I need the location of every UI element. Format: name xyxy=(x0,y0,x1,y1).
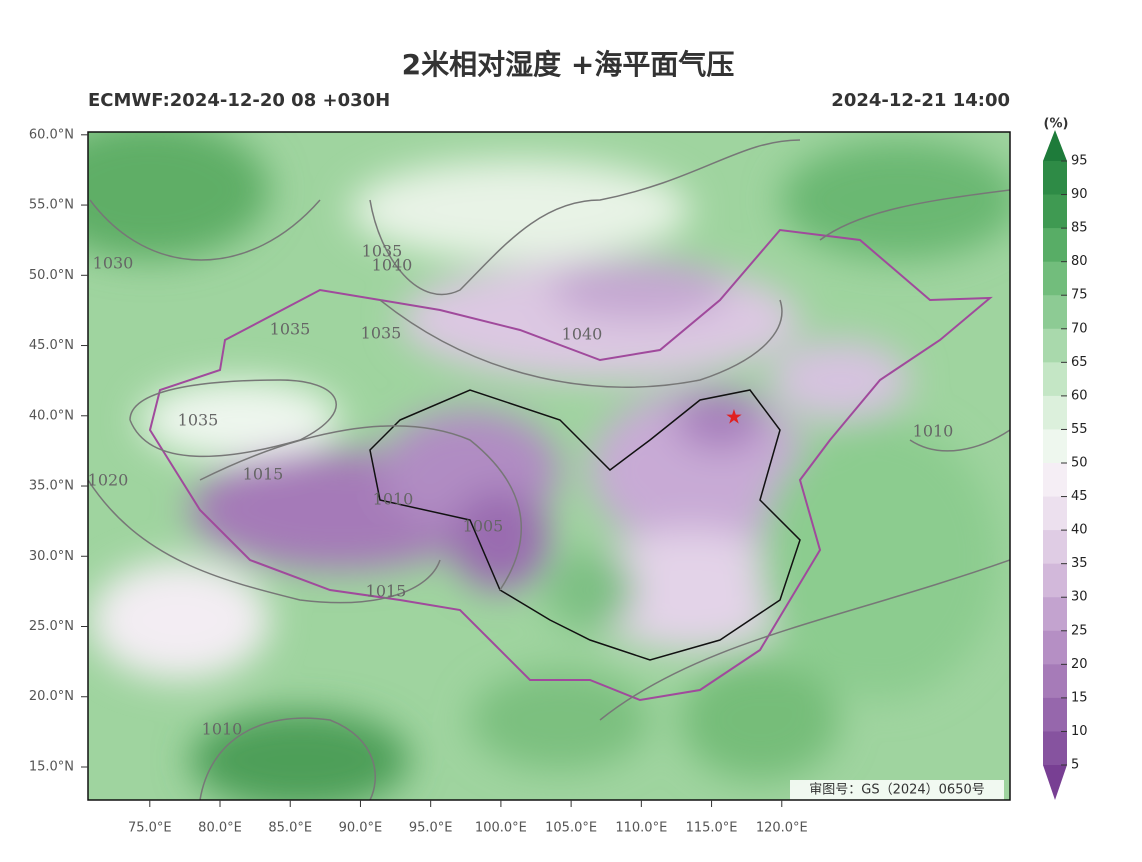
lon-tick-label: 85.0°E xyxy=(268,821,312,836)
lat-tick-label: 50.0°N xyxy=(29,268,74,283)
city-marker: ★ xyxy=(725,405,743,429)
colorbar-label: 45 xyxy=(1071,489,1088,504)
lon-tick-label: 115.0°E xyxy=(686,821,738,836)
map-frame xyxy=(87,131,1011,801)
colorbar-segment xyxy=(1043,295,1067,330)
model-run: ECMWF:2024-12-20 08 +030H xyxy=(88,90,390,111)
credit: 审图号：GS（2024）0650号 xyxy=(809,783,985,798)
lon-tick-label: 100.0°E xyxy=(475,821,527,836)
colorbar-label: 90 xyxy=(1071,187,1088,202)
lat-tick-label: 30.0°N xyxy=(29,549,74,564)
lon-tick-label: 80.0°E xyxy=(198,821,242,836)
lon-tick-label: 110.0°E xyxy=(615,821,667,836)
colorbar-segment xyxy=(1043,496,1067,531)
colorbar-unit: (%) xyxy=(1044,117,1069,132)
colorbar-segment xyxy=(1043,161,1067,196)
isobar-label: 1040 xyxy=(372,256,413,275)
lat-tick-label: 55.0°N xyxy=(29,198,74,213)
colorbar-segment xyxy=(1043,362,1067,397)
colorbar-label: 60 xyxy=(1071,388,1088,403)
colorbar-segment xyxy=(1043,697,1067,732)
isobar-label: 1015 xyxy=(366,582,407,601)
isobar-label: 1035 xyxy=(270,320,311,339)
isobar-label: 1040 xyxy=(562,325,603,344)
colorbar-label: 95 xyxy=(1071,154,1088,169)
colorbar-segment xyxy=(1043,630,1067,665)
isobar-label: 1035 xyxy=(178,411,219,430)
lon-tick-label: 105.0°E xyxy=(545,821,597,836)
colorbar-label: 10 xyxy=(1071,724,1088,739)
border xyxy=(148,228,993,702)
colorbar-label: 85 xyxy=(1071,221,1088,236)
isobar-label: 1010 xyxy=(373,490,414,509)
isobar-label: 1035 xyxy=(362,242,403,261)
isobar-lines xyxy=(88,139,1010,800)
lat-tick-label: 45.0°N xyxy=(29,338,74,353)
lat-tick-label: 15.0°N xyxy=(29,759,74,774)
colorbar-label: 55 xyxy=(1071,422,1088,437)
colorbar-segment xyxy=(1043,328,1067,363)
isobar-label: 1010 xyxy=(913,422,954,441)
colorbar-label: 40 xyxy=(1071,523,1088,538)
colorbar-label: 25 xyxy=(1071,623,1088,638)
isobar-label: 1010 xyxy=(202,720,243,739)
lon-tick-label: 90.0°E xyxy=(339,821,383,836)
lat-tick-label: 35.0°N xyxy=(29,479,74,494)
colorbar-segment xyxy=(1043,261,1067,296)
colorbar-segment xyxy=(1043,395,1067,430)
province-lines xyxy=(369,389,801,661)
colorbar-end xyxy=(1043,765,1067,800)
isobar-label: 1015 xyxy=(243,465,284,484)
colorbar-label: 30 xyxy=(1071,590,1088,605)
colorbar-segment xyxy=(1043,463,1067,498)
isobar-label: 1030 xyxy=(93,254,134,273)
colorbar-label: 75 xyxy=(1071,288,1088,303)
colorbar-label: 20 xyxy=(1071,657,1088,672)
isobar-label: 1020 xyxy=(88,471,129,490)
lat-tick-label: 25.0°N xyxy=(29,619,74,634)
lon-tick-label: 120.0°E xyxy=(756,821,808,836)
colorbar-segment xyxy=(1043,597,1067,632)
colorbar-label: 65 xyxy=(1071,355,1088,370)
map: ★ 1030 1035 1040 1035 1035 1040 1035 102… xyxy=(88,132,1010,800)
colorbar-segment xyxy=(1043,530,1067,565)
lon-tick-label: 95.0°E xyxy=(409,821,453,836)
colorbar-label: 15 xyxy=(1071,690,1088,705)
colorbar-segment xyxy=(1043,429,1067,464)
isobar-label: 1005 xyxy=(463,517,504,536)
colorbar-end xyxy=(1043,130,1067,161)
credit-box xyxy=(790,780,1004,800)
title: 2米相对湿度 +海平面气压 xyxy=(402,48,735,81)
colorbar-segment xyxy=(1043,563,1067,598)
colorbar-label: 35 xyxy=(1071,556,1088,571)
lat-tick-label: 40.0°N xyxy=(29,408,74,423)
lat-tick-label: 60.0°N xyxy=(29,127,74,142)
isobar-label: 1035 xyxy=(361,324,402,343)
colorbar-label: 70 xyxy=(1071,321,1088,336)
valid-time: 2024-12-21 14:00 xyxy=(831,90,1010,111)
lat-tick-label: 20.0°N xyxy=(29,689,74,704)
colorbar-label: 5 xyxy=(1071,758,1079,773)
colorbar-segment xyxy=(1043,664,1067,699)
colorbar-segment xyxy=(1043,194,1067,229)
colorbar-label: 50 xyxy=(1071,456,1088,471)
colorbar-label: 80 xyxy=(1071,254,1088,269)
colorbar-segment xyxy=(1043,731,1067,766)
lon-tick-label: 75.0°E xyxy=(128,821,172,836)
colorbar-segment xyxy=(1043,228,1067,263)
